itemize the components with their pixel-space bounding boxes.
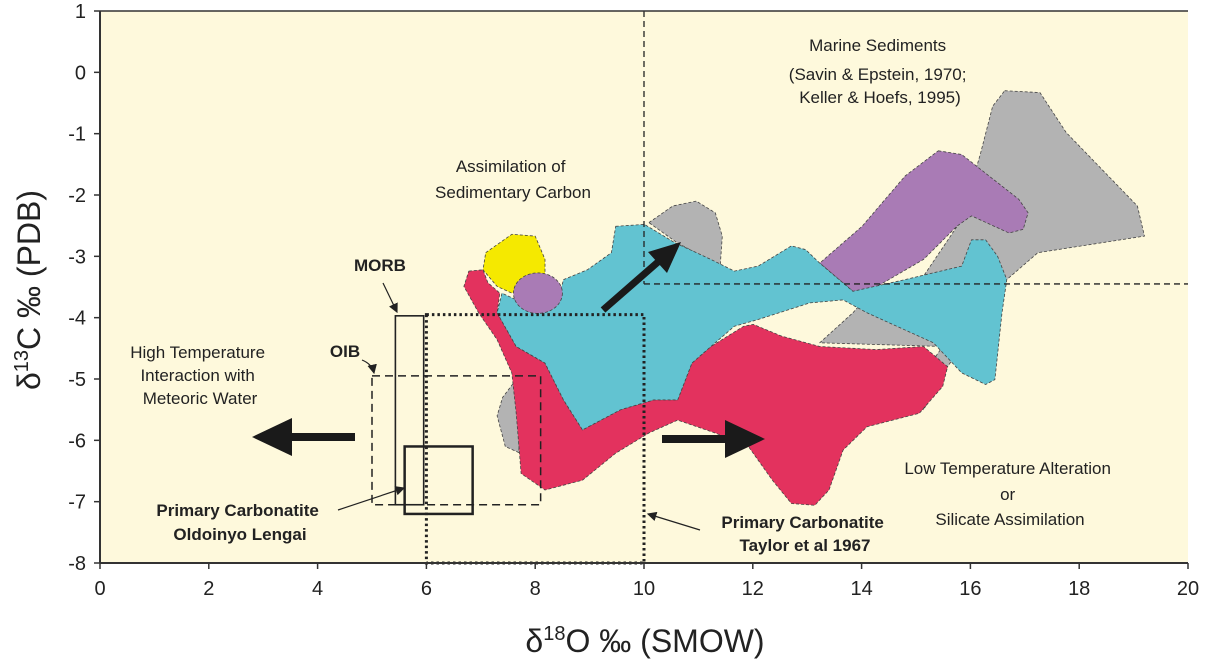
label-oib: OIB [330,342,360,361]
low-temp-line-2: or [1000,485,1015,504]
box-primary-carbonatite-oldoinyo-lengai [403,445,474,516]
field-cyan [496,223,1008,431]
box-oib [371,375,542,506]
label-taylor: Primary Carbonatite Taylor et al 1967 [721,513,888,555]
high-temp-line-2: Interaction with [140,366,254,385]
y-tick-label: -7 [68,492,86,514]
y-tick-label: -6 [68,430,86,452]
x-tick-label: 10 [633,578,655,600]
y-label-sup: 13 [11,350,33,372]
annotation-assimilation: Assimilation of Sedimentary Carbon [435,157,591,202]
label-morb: MORB [354,256,406,275]
taylor-line-1: Primary Carbonatite [721,513,884,532]
field-gray-small [648,200,723,267]
x-tick-label: 20 [1177,578,1199,600]
lengai-leader [337,486,406,511]
arrow-diagonal-icon [600,242,681,313]
annotation-high-temp: High Temperature Interaction with Meteor… [130,343,270,408]
field-purple-small [513,272,563,314]
boxes-layer [371,313,646,565]
marine-line-3: Keller & Hoefs, 1995) [799,88,961,107]
y-label-rest: C ‰ (PDB) [11,190,47,350]
lengai-line-2: Oldoinyo Lengai [173,525,306,544]
marine-line-2: (Savin & Epstein, 1970; [789,65,967,84]
x-label-rest: O ‰ (SMOW) [565,623,764,659]
x-label-sup: 18 [543,623,565,645]
x-tick-label: 16 [959,578,981,600]
y-tick-label: -8 [68,553,86,575]
x-axis-label: δ18O ‰ (SMOW) [525,623,764,659]
taylor-leader [646,511,701,531]
morb-leader [382,282,398,314]
annotation-low-temp: Low Temperature Alteration or Silicate A… [904,459,1115,529]
low-temp-line-1: Low Temperature Alteration [904,459,1111,478]
lengai-line-1: Primary Carbonatite [156,501,319,520]
x-tick-label: 14 [850,578,872,600]
x-tick-label: 8 [530,578,541,600]
leader-lines [337,282,701,531]
field-purple-large [819,150,1029,292]
y-tick-label: 0 [75,62,86,84]
x-tick-label: 18 [1068,578,1090,600]
arrow-left-icon [252,418,355,456]
taylor-line-2: Taylor et al 1967 [739,536,870,555]
high-temp-line-3: Meteoric Water [143,389,258,408]
y-ticks: 1 0 -1 -2 -3 -4 -5 -6 -7 -8 [68,1,100,575]
x-tick-label: 12 [742,578,764,600]
box-primary-carbonatite-taylor-et-al-1967 [424,313,646,565]
y-tick-label: -4 [68,308,86,330]
x-ticks: 0 2 4 6 8 10 12 14 16 18 20 [94,563,1199,600]
assimilation-line-1: Assimilation of [456,157,566,176]
marine-line-1: Marine Sediments [809,36,946,55]
x-label-delta: δ [525,623,543,659]
y-tick-label: -1 [68,124,86,146]
box-morb [394,315,425,506]
annotation-marine: Marine Sediments (Savin & Epstein, 1970;… [789,36,971,107]
y-tick-label: -3 [68,246,86,268]
y-tick-label: -2 [68,185,86,207]
reference-lines [643,11,1188,285]
y-axis-label: δ13C ‰ (PDB) [11,190,47,390]
fields-layer [463,90,1145,506]
x-tick-label: 2 [203,578,214,600]
x-tick-label: 6 [421,578,432,600]
arrows [252,242,765,458]
oib-leader [361,359,377,375]
low-temp-line-3: Silicate Assimilation [935,510,1084,529]
y-tick-label: 1 [75,1,86,23]
y-label-delta: δ [11,372,47,390]
label-lengai: Primary Carbonatite Oldoinyo Lengai [156,501,323,544]
assimilation-line-2: Sedimentary Carbon [435,183,591,202]
x-tick-label: 0 [94,578,105,600]
x-tick-label: 4 [312,578,323,600]
high-temp-line-1: High Temperature [130,343,265,362]
y-tick-label: -5 [68,369,86,391]
arrow-right-icon [662,420,765,458]
